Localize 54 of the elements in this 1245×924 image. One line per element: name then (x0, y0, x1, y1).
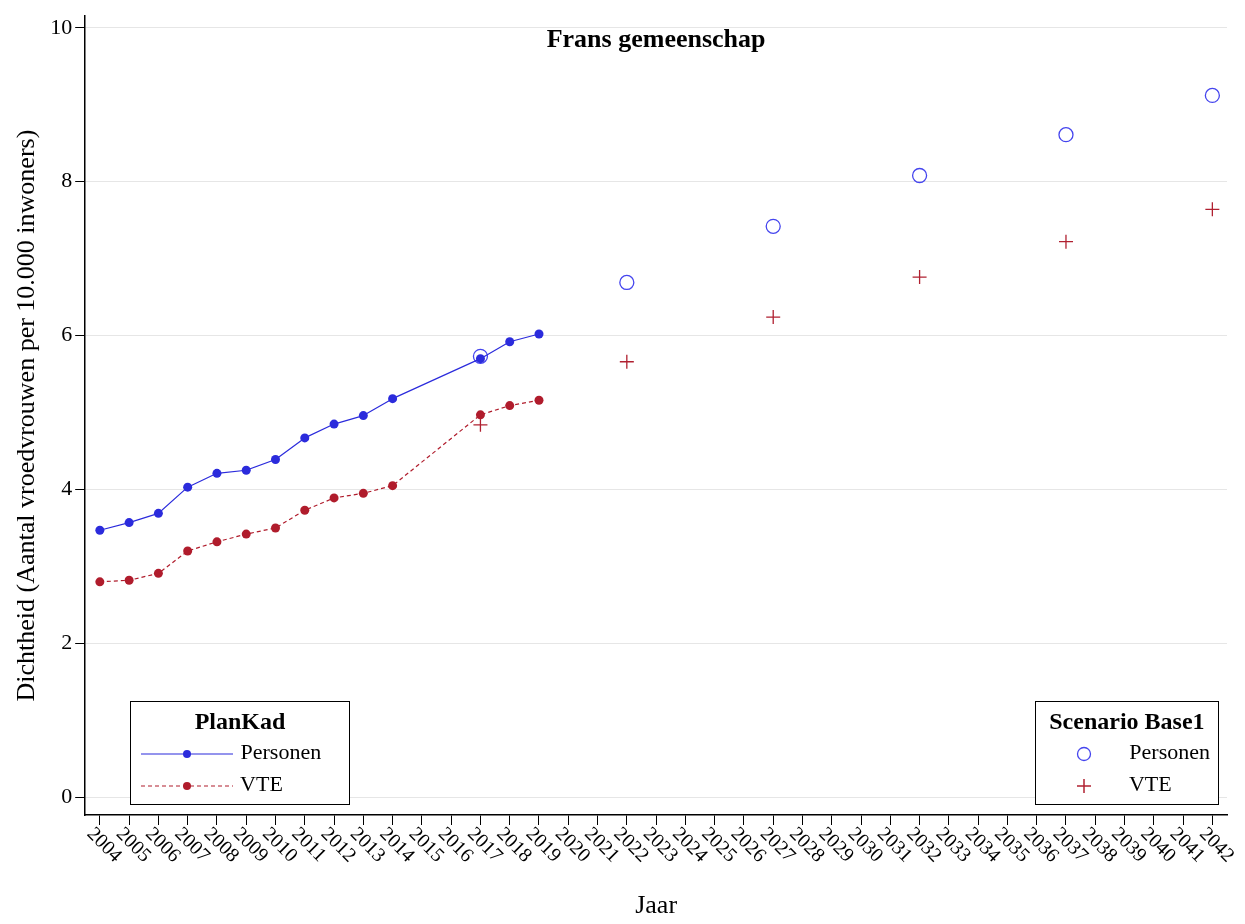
point (475, 410, 485, 420)
point (472, 417, 489, 433)
legend-label: Personen (1129, 739, 1210, 764)
point (619, 274, 635, 291)
point (1204, 201, 1221, 218)
point (212, 468, 222, 478)
point (124, 575, 134, 585)
point (300, 505, 310, 515)
point (241, 529, 251, 539)
point (765, 218, 781, 234)
point (153, 568, 163, 578)
y-tick-label: 4 (61, 475, 73, 501)
point (534, 329, 544, 339)
point (183, 546, 193, 556)
point (271, 523, 280, 533)
y-tick-label: 10 (50, 13, 73, 39)
y-tick-label: 0 (61, 783, 73, 809)
y-axis-title: Dichtheid (Aantal vroedvrouwen per 10.000 inwoners) (11, 129, 41, 702)
point (388, 394, 398, 404)
legend-label: VTE (240, 771, 283, 796)
y-tick-label: 6 (61, 321, 73, 347)
point (153, 508, 163, 518)
point (619, 354, 635, 370)
point (505, 337, 515, 347)
legend-label: Personen (240, 739, 322, 764)
point (534, 395, 544, 405)
point (358, 488, 368, 498)
chart-title: Frans gemeenschap (546, 23, 766, 53)
point (212, 537, 222, 547)
point (300, 433, 310, 443)
point (472, 348, 489, 364)
y-tick-label: 2 (61, 629, 73, 655)
legend-title: PlanKad (193, 707, 287, 736)
annotation: Scenario Base1 (1048, 707, 1206, 736)
point (1058, 127, 1074, 143)
point (241, 465, 251, 475)
point (765, 309, 781, 325)
point (1204, 87, 1221, 104)
legend-label: VTE (1128, 771, 1172, 796)
point (271, 454, 280, 464)
point (1058, 234, 1074, 250)
point (329, 493, 339, 503)
point (183, 482, 193, 492)
point (505, 401, 515, 411)
x-axis-title: Jaar (635, 890, 678, 920)
point (95, 525, 105, 535)
y-tick-label: 8 (61, 167, 73, 193)
point (329, 419, 339, 429)
point (388, 481, 398, 491)
point (124, 518, 134, 528)
point (911, 269, 928, 285)
point (911, 167, 928, 184)
point (358, 411, 368, 421)
point (95, 577, 105, 587)
